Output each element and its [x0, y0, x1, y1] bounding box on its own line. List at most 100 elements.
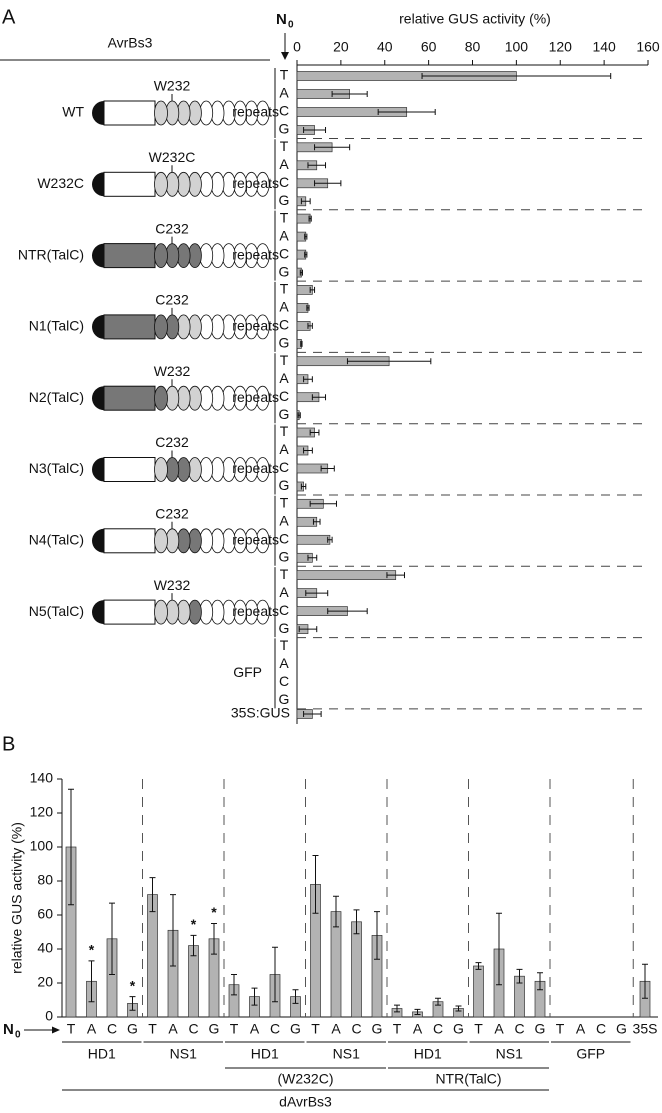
- error-bar: [300, 340, 303, 347]
- bar: [147, 894, 158, 1018]
- error-bar: [305, 590, 329, 597]
- error-bar: [475, 962, 482, 970]
- error-bar: [421, 73, 612, 79]
- n0-letter: A: [279, 655, 289, 671]
- x-tick-label: C: [107, 1021, 117, 1037]
- y-tick-label: 60: [37, 906, 53, 922]
- n0-letter: C: [279, 602, 289, 618]
- y-tick-label: 20: [37, 974, 53, 990]
- n-terminus-cap: [92, 528, 104, 553]
- significance-mark: *: [211, 904, 217, 920]
- construct-name: N4(TalC): [29, 532, 84, 548]
- n0-letter: C: [279, 459, 289, 475]
- group-label: GFP: [576, 1046, 605, 1062]
- construct-label: dAvrBs3: [279, 1094, 332, 1110]
- error-bar: [346, 358, 432, 365]
- error-bar: [331, 91, 368, 97]
- x-tick-label: 100: [505, 39, 529, 55]
- domain-label: repeats: [232, 318, 279, 334]
- x-tick-label: 20: [333, 39, 349, 55]
- x-tick-label: A: [494, 1021, 504, 1037]
- n-terminal-region: [103, 243, 156, 269]
- bar: [296, 570, 397, 580]
- construct-name: N5(TalC): [29, 603, 84, 619]
- residue-label: C232: [155, 434, 189, 450]
- error-bar: [312, 855, 319, 914]
- n0-letter: C: [279, 103, 289, 119]
- marker-arrowhead: [281, 52, 289, 60]
- x-tick-label: 140: [592, 39, 616, 55]
- x-axis-title: relative GUS activity (%): [399, 11, 551, 27]
- x-tick-label: A: [87, 1021, 97, 1037]
- position-marker-subscript: 0: [288, 20, 294, 31]
- n-terminus-cap: [92, 386, 104, 411]
- repeat-unit: [154, 314, 168, 340]
- n0-letter: C: [279, 174, 289, 190]
- error-bar: [309, 500, 337, 507]
- bar: [473, 965, 484, 1018]
- error-bar: [304, 233, 308, 240]
- error-bar: [109, 902, 115, 975]
- construct-name: GFP: [233, 664, 262, 680]
- n0-letter: T: [280, 281, 289, 297]
- error-bar: [496, 912, 502, 986]
- variant-label: NTR(TalC): [435, 1071, 501, 1087]
- error-bar: [414, 1008, 421, 1015]
- n-terminal-region: [103, 171, 156, 197]
- residue-label: C232: [155, 292, 189, 308]
- n0-letter: T: [280, 637, 289, 653]
- n-terminus-cap: [92, 600, 104, 625]
- x-tick-label: C: [188, 1021, 198, 1037]
- bar: [296, 303, 309, 313]
- panel-label: A: [2, 6, 16, 28]
- x-tick-label: 40: [377, 39, 393, 55]
- n0-letter: C: [279, 531, 289, 547]
- error-bar: [307, 162, 327, 169]
- group-label: NS1: [333, 1046, 360, 1062]
- error-bar: [272, 946, 278, 1003]
- n-terminal-region: [103, 457, 156, 482]
- x-tick-label: G: [616, 1021, 627, 1037]
- error-bar: [211, 923, 217, 955]
- y-tick-label: 0: [45, 1008, 53, 1024]
- x-tick-label: C: [514, 1021, 524, 1037]
- y-tick-label: 100: [30, 838, 54, 854]
- n0-letter: G: [279, 263, 290, 279]
- n0-letter: G: [279, 477, 290, 493]
- n0-letter: T: [280, 352, 289, 368]
- n0-letter: G: [279, 620, 290, 636]
- x-tick-label: 80: [465, 39, 481, 55]
- x-tick-label: 60: [421, 39, 437, 55]
- bar: [351, 921, 362, 1018]
- n0-letter: C: [279, 673, 289, 689]
- x-tick-label: T: [230, 1021, 239, 1037]
- n0-letter: T: [280, 67, 289, 83]
- error-bar: [299, 269, 303, 276]
- repeat-unit: [154, 528, 168, 554]
- error-bar: [297, 412, 301, 419]
- y-tick-label: 140: [30, 770, 54, 786]
- error-bar: [190, 934, 197, 957]
- x-tick-label: C: [270, 1021, 280, 1037]
- construct-name: N3(TalC): [29, 460, 84, 476]
- repeat-unit: [154, 385, 168, 411]
- significance-mark: *: [130, 977, 136, 993]
- n0-letter: G: [279, 192, 290, 208]
- x-tick-label: T: [556, 1021, 565, 1037]
- repeat-unit: [154, 599, 168, 625]
- x-tick-label: C: [351, 1021, 361, 1037]
- x-tick-label: A: [331, 1021, 341, 1037]
- error-bar: [307, 322, 313, 329]
- n0-letter: C: [279, 388, 289, 404]
- x-tick-label: T: [393, 1021, 402, 1037]
- n-terminus-cap: [92, 101, 104, 125]
- error-bar: [251, 987, 258, 1006]
- error-bar: [303, 711, 322, 717]
- x-tick-label: G: [535, 1021, 546, 1037]
- n0-letter: T: [280, 209, 289, 225]
- bar: [188, 945, 199, 1018]
- error-bar: [309, 429, 320, 436]
- n0-letter: A: [279, 299, 289, 315]
- x-tick-label: G: [209, 1021, 220, 1037]
